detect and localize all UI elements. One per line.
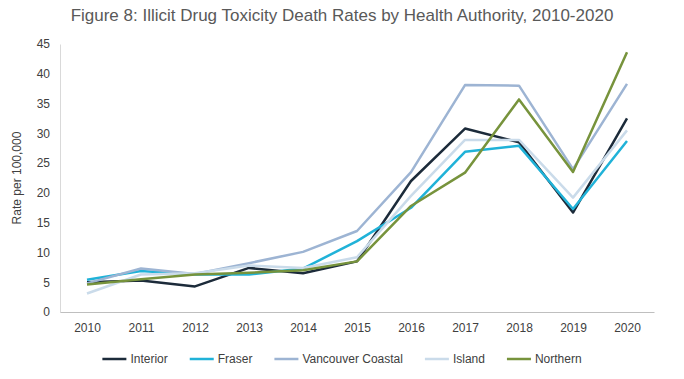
x-tick: 2019: [560, 312, 587, 335]
x-tick: 2016: [398, 312, 425, 335]
series-line: [87, 84, 627, 284]
y-tick: 5: [43, 276, 60, 290]
legend-label: Northern: [535, 352, 582, 366]
x-tick: 2014: [290, 312, 317, 335]
lines: [87, 52, 627, 293]
legend-label: Interior: [130, 352, 167, 366]
y-tick: 25: [37, 156, 60, 170]
x-tick: 2011: [129, 312, 155, 335]
x-tick: 2013: [236, 312, 263, 335]
legend-item: Fraser: [190, 352, 253, 366]
y-tick: 40: [37, 67, 60, 81]
y-tick-label: 45: [37, 37, 51, 51]
x-tick-label: 2010: [74, 321, 101, 335]
x-tick: 2020: [614, 312, 641, 335]
x-tick-label: 2017: [452, 321, 479, 335]
series-line: [87, 141, 627, 280]
x-tick-label: 2020: [614, 321, 641, 335]
y-axis: 0 5 10 15 20 25 30 35 40 45: [37, 37, 61, 319]
legend-swatch: [102, 358, 126, 361]
x-tick: 2010: [74, 312, 101, 335]
x-tick-label: 2019: [560, 321, 587, 335]
x-tick-label: 2016: [398, 321, 425, 335]
legend-label: Island: [453, 352, 485, 366]
chart: Figure 8: Illicit Drug Toxicity Death Ra…: [0, 0, 684, 379]
x-tick-label: 2011: [129, 321, 155, 335]
y-tick: 30: [37, 127, 60, 141]
x-tick-label: 2015: [344, 321, 371, 335]
legend-item: Interior: [102, 352, 167, 366]
x-tick: 2015: [344, 312, 371, 335]
y-tick-label: 15: [37, 216, 51, 230]
x-tick: 2018: [506, 312, 533, 335]
x-tick-label: 2013: [236, 321, 263, 335]
y-tick: 45: [37, 37, 60, 51]
y-tick: 0: [43, 305, 60, 319]
y-tick-label: 5: [43, 276, 50, 290]
x-tick: 2017: [452, 312, 479, 335]
series-line: [87, 130, 627, 293]
y-tick: 15: [37, 216, 60, 230]
legend-swatch: [425, 358, 449, 361]
y-tick-label: 40: [37, 67, 51, 81]
legend-swatch: [507, 358, 531, 361]
y-tick-label: 25: [37, 156, 51, 170]
legend-item: Island: [425, 352, 485, 366]
y-tick-label: 10: [37, 246, 51, 260]
y-tick-label: 30: [37, 127, 51, 141]
y-tick-label: 35: [37, 97, 51, 111]
y-tick: 20: [37, 186, 60, 200]
y-tick-label: 20: [37, 186, 51, 200]
y-tick-label: 0: [43, 305, 50, 319]
legend-item: Northern: [507, 352, 582, 366]
series-line: [87, 52, 627, 284]
y-tick: 10: [37, 246, 60, 260]
x-tick: 2012: [182, 312, 209, 335]
y-axis-title: Rate per 100,000: [10, 131, 24, 224]
legend-label: Fraser: [218, 352, 253, 366]
title: Figure 8: Illicit Drug Toxicity Death Ra…: [71, 6, 614, 25]
legend-swatch: [274, 358, 298, 361]
y-axis-line: [60, 45, 61, 313]
x-axis-line: [61, 312, 655, 313]
legend: Interior Fraser Vancouver Coastal Island Nor…: [102, 352, 581, 366]
legend-label: Vancouver Coastal: [302, 352, 403, 366]
legend-swatch: [190, 358, 214, 361]
y-tick: 35: [37, 97, 60, 111]
x-tick-label: 2012: [182, 321, 209, 335]
x-tick-label: 2018: [506, 321, 533, 335]
x-tick-label: 2014: [290, 321, 317, 335]
legend-item: Vancouver Coastal: [274, 352, 403, 366]
x-axis: 2010 2011 2012 2013 2014 2015 2016 2017 2018 2019…: [61, 312, 655, 335]
